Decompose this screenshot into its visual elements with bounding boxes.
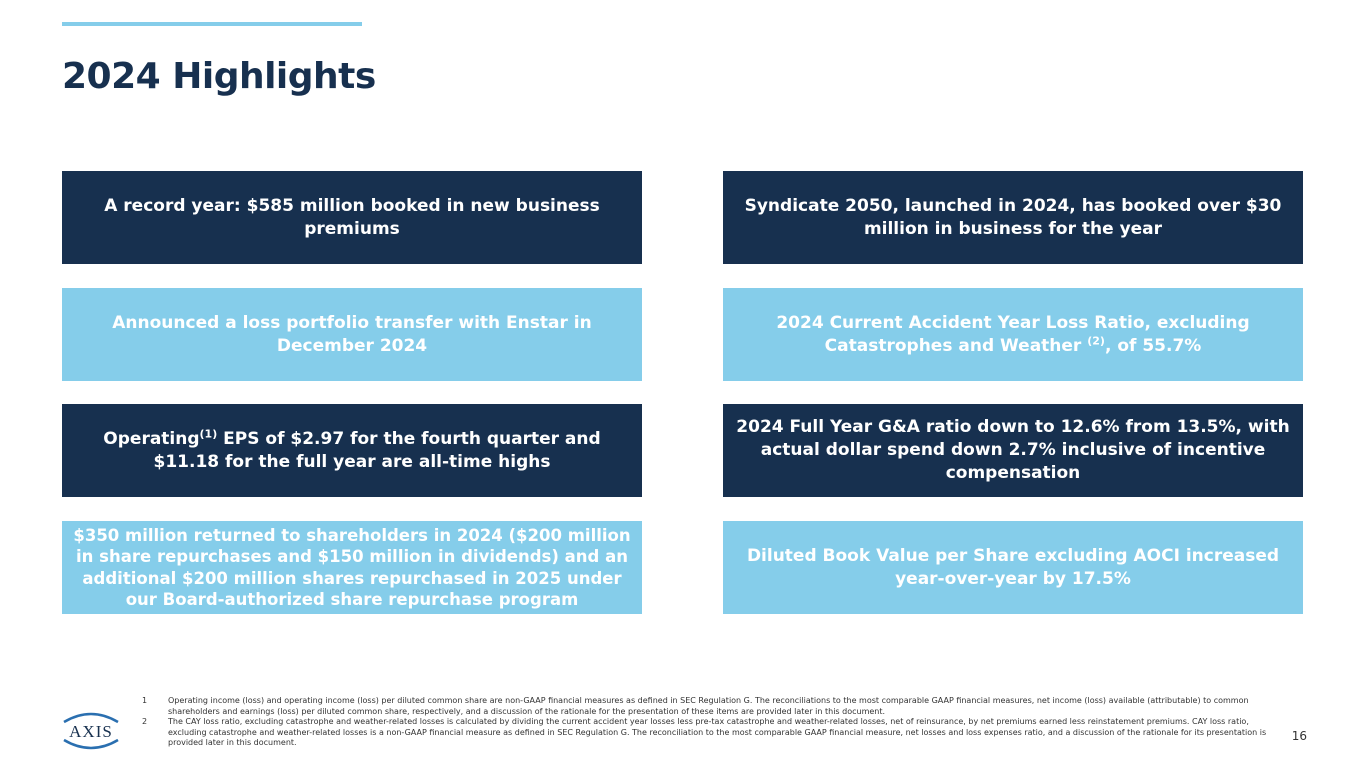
highlight-text: 2024 Full Year G&A ratio down to 12.6% f…	[736, 417, 1290, 483]
footnote-ref-2: (2)	[1087, 333, 1105, 347]
highlight-box-loss-ratio: 2024 Current Accident Year Loss Ratio, e…	[723, 288, 1303, 381]
highlight-text: $350 million returned to shareholders in…	[73, 525, 631, 610]
page-title: 2024 Highlights	[62, 56, 376, 97]
footnote-1: 1 Operating income (loss) and operating …	[142, 696, 1282, 717]
logo-arc-bottom	[63, 738, 119, 750]
axis-logo: AXIS	[63, 712, 119, 750]
footnote-ref-1: (1)	[199, 426, 218, 440]
footnote-number: 2	[142, 717, 148, 726]
highlight-box-record-year: A record year: $585 million booked in ne…	[62, 171, 642, 264]
logo-text: AXIS	[69, 722, 113, 741]
highlight-text: 2024 Current Accident Year Loss Ratio, e…	[776, 312, 1250, 356]
footnote-text: Operating income (loss) and operating in…	[168, 696, 1249, 716]
logo-arc-top	[63, 712, 119, 724]
title-accent-bar	[62, 22, 362, 26]
highlight-box-book-value: Diluted Book Value per Share excluding A…	[723, 521, 1303, 614]
highlight-text: Syndicate 2050, launched in 2024, has bo…	[744, 195, 1282, 239]
highlight-text: Announced a loss portfolio transfer with…	[112, 312, 592, 356]
highlight-box-syndicate: Syndicate 2050, launched in 2024, has bo…	[723, 171, 1303, 264]
highlight-box-operating-eps: Operating(1) EPS of $2.97 for the fourth…	[62, 404, 642, 497]
footnote-text: The CAY loss ratio, excluding catastroph…	[168, 717, 1267, 747]
highlight-text: A record year: $585 million booked in ne…	[104, 195, 600, 239]
highlight-text: Diluted Book Value per Share excluding A…	[746, 545, 1280, 589]
highlight-box-ga-ratio: 2024 Full Year G&A ratio down to 12.6% f…	[723, 404, 1303, 497]
highlight-text: Operating(1) EPS of $2.97 for the fourth…	[103, 426, 601, 472]
footnote-2: 2 The CAY loss ratio, excluding catastro…	[142, 717, 1282, 749]
footnote-number: 1	[142, 696, 148, 705]
page-number: 16	[1291, 729, 1307, 743]
footnotes: 1 Operating income (loss) and operating …	[142, 696, 1282, 749]
highlight-box-capital-return: $350 million returned to shareholders in…	[62, 521, 642, 614]
highlight-box-loss-portfolio: Announced a loss portfolio transfer with…	[62, 288, 642, 381]
